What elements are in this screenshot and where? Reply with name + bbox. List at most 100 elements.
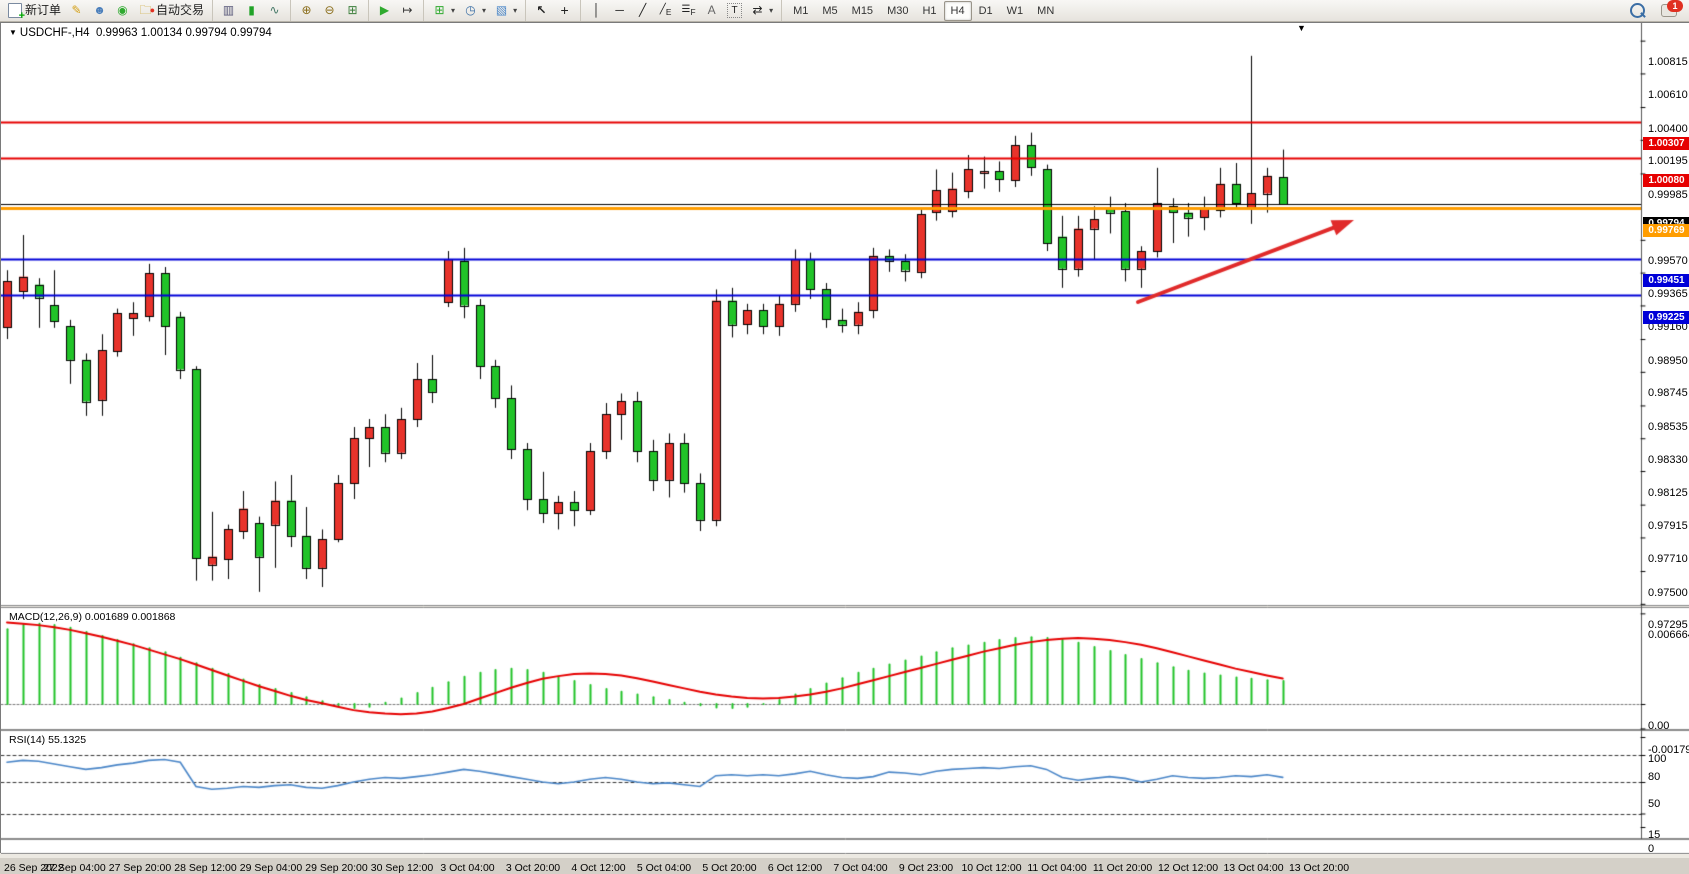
macd-tick-label: 0.006664 <box>1648 628 1689 641</box>
price-tick-label: 0.99160 <box>1648 320 1688 333</box>
timeframe-button-h1[interactable]: H1 <box>922 4 937 17</box>
price-tick-label: 0.98950 <box>1648 354 1688 367</box>
chevron-down-icon: ▾ <box>451 6 456 15</box>
chat-bubble-icon: 1 <box>1661 0 1683 17</box>
pencil-button[interactable]: ✎ <box>65 1 88 20</box>
time-axis-label: 4 Oct 12:00 <box>571 862 626 874</box>
chart-profile-icon: ▧ <box>495 3 508 17</box>
time-axis-label: 9 Oct 23:00 <box>898 862 954 874</box>
new-order-button[interactable]: + 新订单 <box>4 1 65 22</box>
timeframe-button-w1[interactable]: W1 <box>1006 4 1024 17</box>
main-toolbar: + 新订单 ✎ ☻ ◉ 🗀 ● 自动交易 ▥ ▮ ∿ ⊕ ⊖ ⊞ ▶ ↦ ⊞ ▾ <box>0 0 1689 22</box>
order-group: + 新订单 ✎ ☻ ◉ 🗀 ● 自动交易 <box>0 0 214 22</box>
timeframe-button-m30[interactable]: M30 <box>887 4 909 17</box>
zoom-in-button[interactable]: ⊕ <box>295 1 318 20</box>
bar-chart-button[interactable]: ▥ <box>217 1 240 20</box>
timeframe-button-m15[interactable]: M15 <box>851 4 874 17</box>
vertical-line-button[interactable]: │ <box>585 1 608 20</box>
timeframe-group: M1 M5 M15 M30 H1 H4 D1 W1 MN <box>782 0 1065 21</box>
time-axis-label: 29 Sep 20:00 <box>305 862 368 874</box>
candlestick-chart-button[interactable]: ▮ <box>240 1 263 20</box>
price-tick-label: 0.97915 <box>1648 520 1688 533</box>
vertical-line-icon: │ <box>592 3 601 17</box>
price-tick-label: 0.99985 <box>1648 188 1688 201</box>
time-axis-label: 5 Oct 04:00 <box>636 862 692 874</box>
timeframe-button-h4[interactable]: H4 <box>943 0 972 21</box>
cursor-icon: ↖ <box>536 3 547 17</box>
price-tick-label: 0.98330 <box>1648 453 1688 466</box>
symbol-dropdown-icon[interactable]: ▼ <box>9 28 17 37</box>
chevron-down-icon: ▾ <box>482 6 487 15</box>
arrows-tool-button[interactable]: ⇄ ▾ <box>746 1 777 20</box>
chart-title-symbol: USDCHF-,H4 <box>19 27 90 39</box>
cursor-button[interactable]: ↖ <box>530 1 553 20</box>
notifications-button[interactable]: 1 <box>1657 0 1683 20</box>
timeframe-button-mn[interactable]: MN <box>1037 4 1055 17</box>
line-chart-button[interactable]: ∿ <box>263 1 286 20</box>
rsi-label: RSI(14) 55.1325 <box>9 734 87 746</box>
hline-price-badge: 1.00307 <box>1643 137 1689 151</box>
time-axis-label: 7 Oct 04:00 <box>833 862 888 874</box>
chevron-down-icon: ▾ <box>513 6 518 15</box>
timeframe-button-m1[interactable]: M1 <box>793 4 809 17</box>
macd-tick-label: -0.001798 <box>1648 743 1689 756</box>
timeframe-button-m5[interactable]: M5 <box>822 4 838 17</box>
chart-profile-button[interactable]: ▧ ▾ <box>490 1 521 20</box>
person-icon: ☻ <box>93 3 106 17</box>
horizontal-line-button[interactable]: ─ <box>608 1 631 20</box>
arrows-icon: ⇄ <box>752 3 763 17</box>
new-order-label: 新订单 <box>25 3 62 17</box>
zoom-out-button[interactable]: ⊖ <box>318 1 341 20</box>
auto-scroll-icon: ▶ <box>379 3 390 17</box>
pencil-icon: ✎ <box>71 3 82 17</box>
chart-shift-button[interactable]: ↦ <box>396 1 419 20</box>
crosshair-button[interactable]: + <box>553 1 576 20</box>
timeframe-button-d1[interactable]: D1 <box>978 4 993 17</box>
chevron-down-icon: ▾ <box>769 6 774 15</box>
price-tick-label: 0.97295 <box>1648 619 1688 632</box>
drawing-group: │ ─ ╱ ╱E ☰F A T ⇄ ▾ <box>581 0 783 21</box>
scroll-group: ▶ ↦ <box>369 0 425 21</box>
price-tick-label: 0.98125 <box>1648 486 1688 499</box>
search-icon <box>1630 3 1645 18</box>
auto-trading-button[interactable]: 🗀 ● 自动交易 <box>134 1 208 20</box>
new-chart-button[interactable]: ⊞ ▾ <box>428 1 459 20</box>
rsi-tick-label: 50 <box>1648 797 1661 810</box>
chart-canvas[interactable] <box>1 23 1689 854</box>
text-button[interactable]: A <box>700 1 723 20</box>
price-tick-label: 1.00610 <box>1648 88 1688 101</box>
fibonacci-icon: ☰F <box>681 3 696 17</box>
horizontal-line-icon: ─ <box>615 3 624 17</box>
time-axis-label: 13 Oct 04:00 <box>1223 862 1284 874</box>
auto-scroll-button[interactable]: ▶ <box>373 1 396 20</box>
macd-values: 0.001689 0.001868 <box>84 611 176 623</box>
auto-trading-icon: 🗀 ● <box>139 3 156 17</box>
signals-button[interactable]: ◉ <box>111 1 134 20</box>
time-axis-label: 3 Oct 04:00 <box>440 862 495 874</box>
line-chart-icon: ∿ <box>269 3 280 17</box>
trendline-button[interactable]: ╱ <box>631 1 654 20</box>
periods-clock-button[interactable]: ◷ ▾ <box>459 1 490 20</box>
time-axis-label: 3 Oct 20:00 <box>505 862 561 874</box>
channel-button[interactable]: ╱E <box>654 1 677 20</box>
search-button[interactable] <box>1626 1 1649 20</box>
tile-windows-button[interactable]: ⊞ <box>341 1 364 20</box>
chart-title-ohlc: 0.99963 1.00134 0.99794 0.99794 <box>95 27 272 39</box>
auto-trading-label: 自动交易 <box>156 3 205 17</box>
candlestick-icon: ▮ <box>248 3 255 17</box>
tile-windows-icon: ⊞ <box>347 3 358 17</box>
hline-price-badge: 1.00080 <box>1643 173 1689 187</box>
chart-shift-icon: ↦ <box>402 3 413 17</box>
rsi-tick-label: 100 <box>1648 752 1667 765</box>
price-tick-label: 0.97500 <box>1648 586 1688 599</box>
fibonacci-button[interactable]: ☰F <box>677 1 700 20</box>
hline-price-badge: 0.99451 <box>1643 274 1689 288</box>
hline-price-badge: 0.99769 <box>1643 223 1689 237</box>
time-axis-label: 10 Oct 12:00 <box>961 862 1022 874</box>
toolbar-right: 1 <box>1626 0 1689 20</box>
label-button[interactable]: T <box>723 1 746 20</box>
community-button[interactable]: ☻ <box>88 1 111 20</box>
chart-shift-marker[interactable]: ▼ <box>1297 23 1306 33</box>
crosshair-icon: + <box>560 2 569 18</box>
new-order-icon: + <box>8 3 25 22</box>
